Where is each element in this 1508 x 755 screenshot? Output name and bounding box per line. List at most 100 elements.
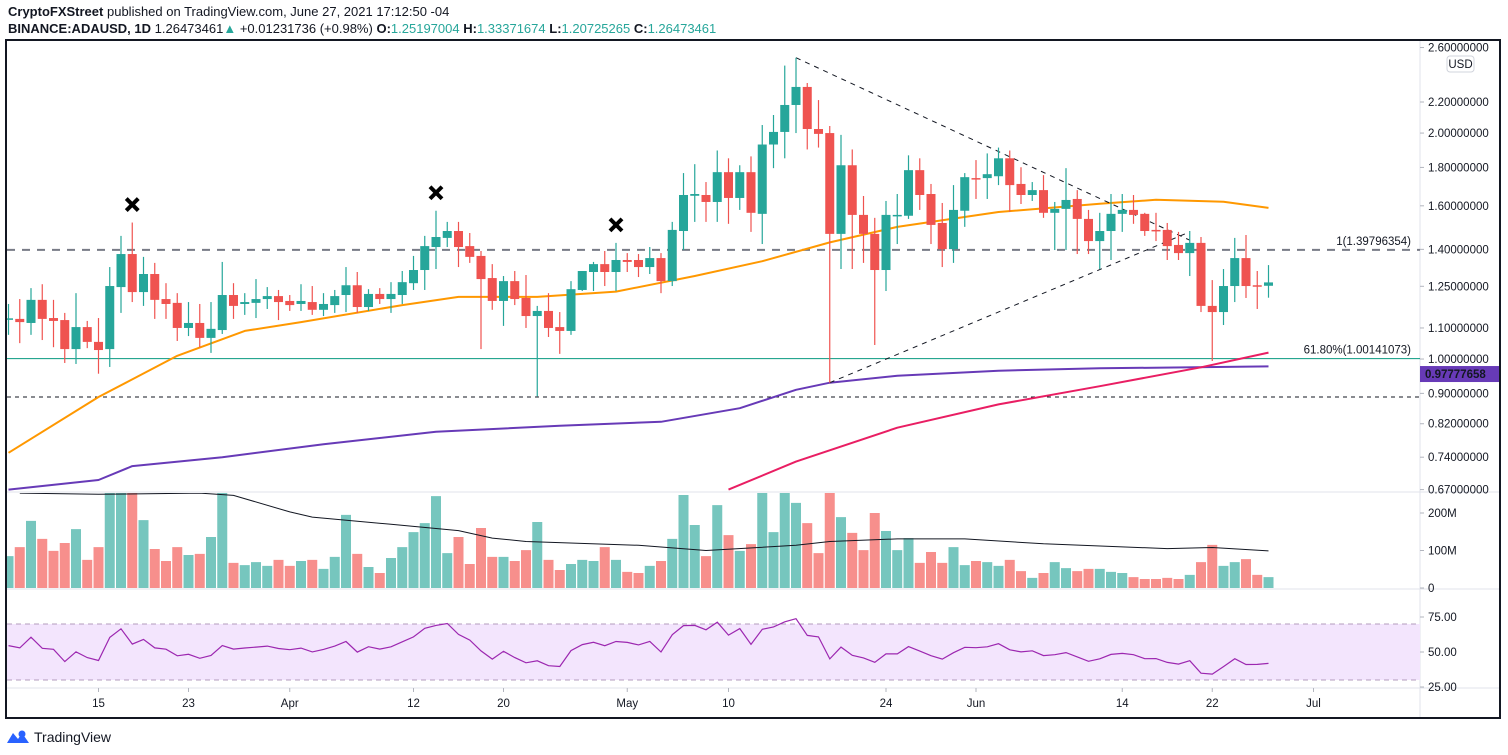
volume-bar bbox=[194, 553, 205, 588]
ma200-value-tag bbox=[1420, 366, 1499, 383]
candle-body bbox=[1117, 209, 1127, 214]
candle bbox=[341, 267, 351, 313]
candle-body bbox=[229, 295, 238, 306]
volume-bar bbox=[341, 514, 351, 588]
candle bbox=[904, 155, 913, 219]
publish-text: published on TradingView.com, June 27, 2… bbox=[106, 4, 450, 19]
candle bbox=[600, 250, 610, 287]
volume-bar bbox=[622, 571, 633, 588]
candle bbox=[521, 275, 531, 328]
candle-body bbox=[589, 264, 598, 273]
candle-body bbox=[1162, 229, 1172, 247]
volume-bar bbox=[419, 523, 430, 588]
candle bbox=[1140, 212, 1150, 236]
volume-bar bbox=[824, 493, 835, 588]
volume-bar bbox=[228, 562, 239, 588]
candle bbox=[364, 289, 373, 311]
candle bbox=[769, 114, 778, 169]
candle-body bbox=[847, 165, 857, 215]
price-tick-label: 1.00000000 bbox=[1428, 354, 1489, 366]
tradingview-logo[interactable]: TradingView bbox=[6, 729, 111, 745]
candle-body bbox=[971, 178, 981, 180]
volume-bar bbox=[1252, 574, 1263, 588]
volume-bar bbox=[1094, 568, 1105, 588]
candle-body bbox=[1050, 208, 1060, 213]
axes: 2.60000000 2.20000000 2.00000000 1.80000000… bbox=[92, 43, 1499, 710]
candle bbox=[555, 312, 565, 354]
candle bbox=[712, 150, 722, 222]
volume-bar bbox=[1196, 562, 1206, 588]
candle bbox=[1264, 265, 1273, 298]
candle bbox=[386, 282, 396, 313]
candle bbox=[994, 147, 1003, 186]
volume-bar bbox=[667, 538, 678, 588]
candle-body bbox=[802, 86, 812, 130]
candle-body bbox=[409, 270, 418, 284]
candle bbox=[532, 305, 542, 397]
candle bbox=[836, 134, 846, 270]
date-tick-label: 10 bbox=[722, 698, 735, 710]
volume-bar bbox=[993, 565, 1004, 588]
candle bbox=[1106, 194, 1116, 260]
candle bbox=[1162, 222, 1172, 260]
volume-bar bbox=[352, 553, 363, 588]
candle bbox=[442, 221, 452, 248]
rsi-tick-label: 50.00 bbox=[1428, 647, 1457, 659]
ma50-line bbox=[7, 198, 1269, 454]
volume-bar bbox=[1151, 579, 1161, 588]
volume-bar bbox=[7, 556, 14, 588]
volume-bar bbox=[1083, 568, 1094, 588]
candle bbox=[150, 262, 160, 319]
candle bbox=[499, 276, 508, 326]
volume-bar bbox=[1218, 565, 1229, 588]
author[interactable]: CryptoFXStreet bbox=[8, 4, 104, 19]
candle-body bbox=[656, 258, 666, 282]
volume-bar bbox=[1173, 579, 1184, 588]
candle bbox=[420, 235, 430, 290]
candle bbox=[1129, 194, 1138, 224]
candle bbox=[1117, 194, 1127, 232]
candle-body bbox=[1095, 231, 1105, 242]
price-change: +0.01231736 (+0.98%) bbox=[239, 21, 373, 36]
candle bbox=[184, 302, 193, 337]
candle-body bbox=[1072, 198, 1082, 219]
price-tick-label: 0.67000000 bbox=[1428, 485, 1489, 497]
rsi-pane bbox=[8, 618, 1269, 675]
volume-bar bbox=[273, 559, 284, 588]
candle bbox=[71, 293, 81, 364]
currency-badge[interactable] bbox=[1446, 55, 1475, 73]
candle bbox=[645, 247, 655, 275]
candle-body bbox=[251, 299, 261, 303]
candle-body bbox=[240, 302, 250, 304]
volume-bar bbox=[847, 532, 858, 588]
volume-bar bbox=[813, 553, 824, 588]
candle bbox=[240, 293, 250, 315]
date-tick-label: 22 bbox=[1206, 698, 1219, 710]
candle-body bbox=[274, 296, 283, 303]
candle-body bbox=[510, 281, 520, 300]
candle bbox=[949, 185, 958, 263]
candle-body bbox=[982, 174, 992, 179]
high-value: 1.33371674 bbox=[476, 21, 546, 36]
candle-body bbox=[1140, 213, 1150, 232]
candle bbox=[409, 255, 418, 290]
volume-bar bbox=[397, 547, 408, 588]
volume-bar bbox=[1117, 573, 1128, 588]
date-tick-label: 15 bbox=[92, 698, 105, 710]
candle-body bbox=[195, 322, 205, 338]
volume-bar bbox=[757, 493, 768, 588]
candle-body bbox=[1230, 258, 1240, 287]
candle-body bbox=[836, 165, 846, 234]
candle-body bbox=[127, 254, 137, 293]
candle bbox=[814, 100, 823, 148]
candle-body bbox=[386, 293, 396, 300]
rsi-band-fill bbox=[7, 624, 1420, 680]
volume-bar bbox=[1027, 577, 1038, 588]
candle-body bbox=[375, 293, 385, 300]
low-value: 1.20725265 bbox=[561, 21, 631, 36]
price-tick-label: 1.10000000 bbox=[1428, 323, 1489, 335]
candle-body bbox=[577, 271, 587, 290]
candle bbox=[49, 299, 58, 348]
candle bbox=[757, 125, 767, 245]
